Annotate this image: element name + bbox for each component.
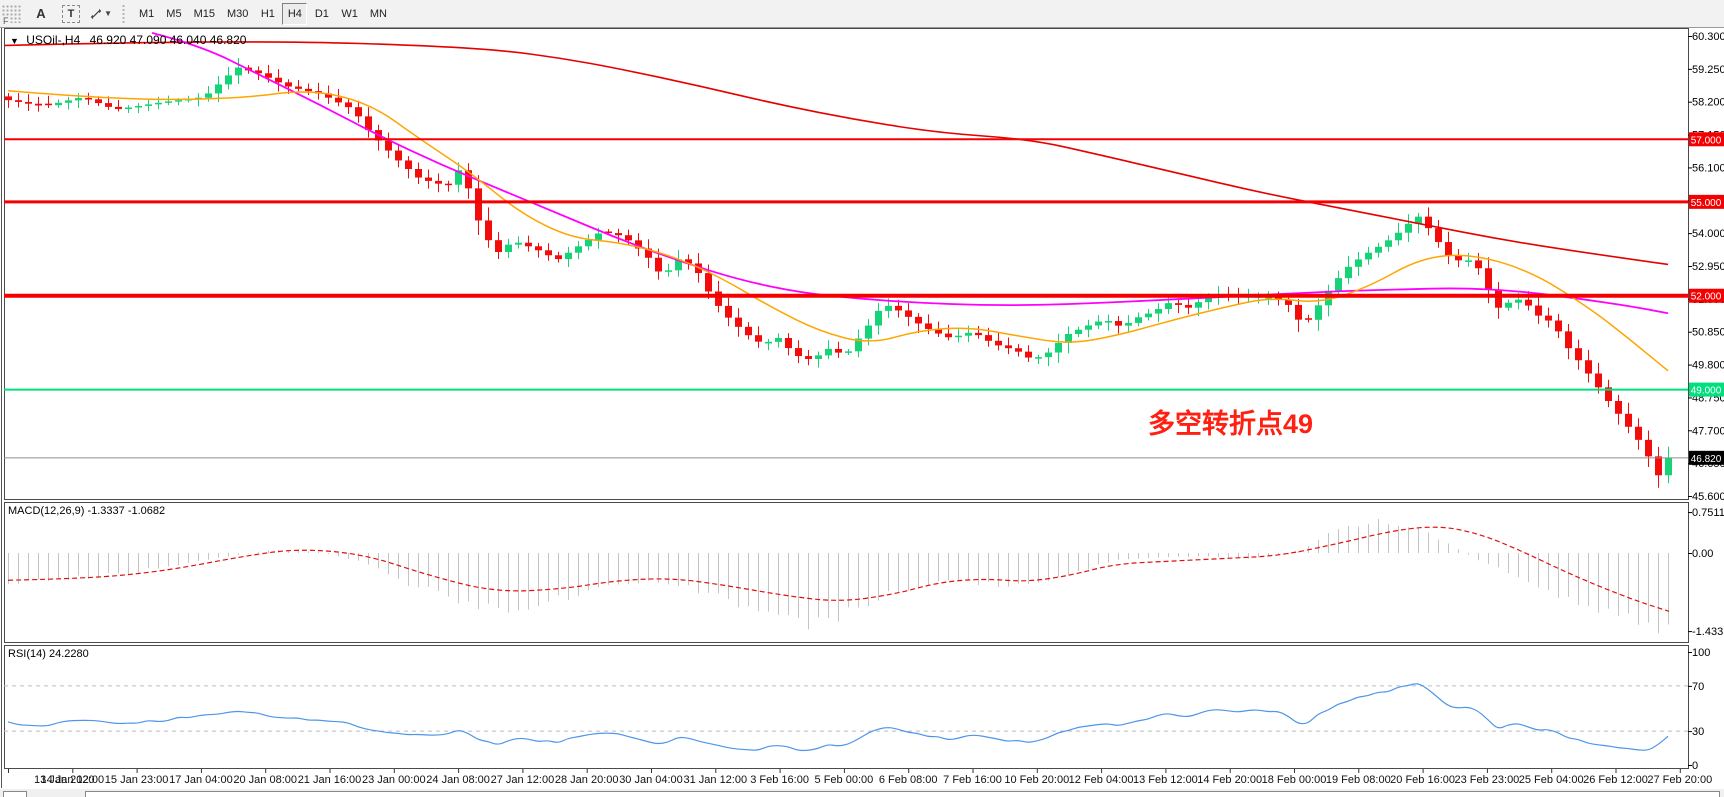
- svg-text:27 Jan 12:00: 27 Jan 12:00: [491, 774, 555, 786]
- timeframe-mn-button[interactable]: MN: [365, 3, 392, 25]
- dropdown-caret-icon[interactable]: ▼: [104, 9, 112, 18]
- svg-text:54.000: 54.000: [1692, 228, 1724, 240]
- svg-text:0: 0: [1692, 760, 1698, 772]
- svg-text:26 Feb 12:00: 26 Feb 12:00: [1583, 774, 1648, 786]
- timeframe-m5-button[interactable]: M5: [161, 3, 186, 25]
- timeframe-w1-button[interactable]: W1: [336, 3, 363, 25]
- toolbar: F A T ▼ M1 M5 M15 M30 H1 H4 D1 W1 MN: [0, 0, 1724, 28]
- toolbar-grip-icon[interactable]: F: [2, 4, 22, 26]
- svg-text:19 Feb 08:00: 19 Feb 08:00: [1326, 774, 1391, 786]
- svg-text:46.820: 46.820: [1691, 454, 1722, 465]
- svg-text:-1.433: -1.433: [1692, 626, 1723, 638]
- svg-text:20 Feb 16:00: 20 Feb 16:00: [1390, 774, 1455, 786]
- svg-text:17 Jan 04:00: 17 Jan 04:00: [169, 774, 233, 786]
- svg-text:55.000: 55.000: [1691, 198, 1722, 209]
- svg-text:52.950: 52.950: [1692, 261, 1724, 273]
- timeframe-m1-button[interactable]: M1: [134, 3, 159, 25]
- svg-text:60.300: 60.300: [1692, 31, 1724, 43]
- svg-text:24 Jan 08:00: 24 Jan 08:00: [426, 774, 490, 786]
- timeframe-m30-button[interactable]: M30: [222, 3, 253, 25]
- arrows-object-tool-icon[interactable]: ▼: [90, 4, 112, 24]
- svg-text:49.000: 49.000: [1691, 386, 1722, 397]
- svg-text:0.7511: 0.7511: [1692, 507, 1724, 519]
- svg-text:50.850: 50.850: [1692, 327, 1724, 339]
- text-tool-glyph: T: [62, 4, 80, 23]
- diagonal-arrows-icon: [90, 8, 102, 19]
- text-label-tool-icon[interactable]: A: [36, 6, 46, 21]
- svg-text:14 Jan 12:00: 14 Jan 12:00: [40, 774, 104, 786]
- chart-text-annotation[interactable]: 多空转折点49: [1148, 409, 1314, 439]
- toolbar-separator: [122, 3, 127, 24]
- svg-text:3 Feb 16:00: 3 Feb 16:00: [750, 774, 809, 786]
- grip-letter: F: [2, 15, 10, 26]
- rsi-indicator-label: RSI(14) 24.2280: [8, 648, 89, 660]
- price-scale[interactable]: [1689, 28, 1724, 768]
- svg-text:7 Feb 16:00: 7 Feb 16:00: [943, 774, 1002, 786]
- svg-text:100: 100: [1692, 647, 1710, 659]
- svg-text:27 Feb 20:00: 27 Feb 20:00: [1647, 774, 1712, 786]
- svg-text:12 Feb 04:00: 12 Feb 04:00: [1069, 774, 1134, 786]
- svg-text:56.100: 56.100: [1692, 162, 1724, 174]
- timeframe-h4-button[interactable]: H4: [282, 2, 308, 25]
- svg-text:49.800: 49.800: [1692, 360, 1724, 372]
- text-tool-icon[interactable]: T: [60, 4, 82, 24]
- svg-text:28 Jan 20:00: 28 Jan 20:00: [555, 774, 619, 786]
- chart-tab-stub[interactable]: [3, 791, 27, 797]
- timeframe-d1-button[interactable]: D1: [309, 3, 334, 25]
- svg-text:30 Jan 04:00: 30 Jan 04:00: [619, 774, 683, 786]
- svg-text:23 Jan 00:00: 23 Jan 00:00: [362, 774, 426, 786]
- symbol-ohlc: 46.920 47.090 46.040 46.820: [89, 33, 247, 47]
- svg-text:59.250: 59.250: [1692, 64, 1724, 76]
- svg-text:15 Jan 23:00: 15 Jan 23:00: [105, 774, 169, 786]
- macd-indicator-label: MACD(12,26,9) -1.3337 -1.0682: [8, 505, 166, 517]
- chart-tab-active[interactable]: [85, 791, 1720, 797]
- svg-text:6 Feb 08:00: 6 Feb 08:00: [879, 774, 938, 786]
- svg-text:5 Feb 00:00: 5 Feb 00:00: [815, 774, 874, 786]
- time-axis[interactable]: [4, 770, 1688, 788]
- svg-text:57.000: 57.000: [1691, 135, 1722, 146]
- svg-text:25 Feb 04:00: 25 Feb 04:00: [1519, 774, 1584, 786]
- chart-tab-bar: [0, 788, 1724, 797]
- svg-text:70: 70: [1692, 681, 1704, 693]
- svg-text:58.200: 58.200: [1692, 97, 1724, 109]
- svg-text:23 Feb 23:00: 23 Feb 23:00: [1454, 774, 1519, 786]
- svg-text:18 Feb 00:00: 18 Feb 00:00: [1262, 774, 1327, 786]
- chart-symbol-title: ▼ USOil-,H4 46.920 47.090 46.040 46.820: [10, 33, 246, 47]
- svg-text:52.000: 52.000: [1691, 292, 1722, 303]
- symbol-dropdown-icon[interactable]: ▼: [10, 36, 19, 46]
- timeframe-h1-button[interactable]: H1: [255, 3, 280, 25]
- svg-text:14 Feb 20:00: 14 Feb 20:00: [1197, 774, 1262, 786]
- svg-text:20 Jan 08:00: 20 Jan 08:00: [233, 774, 297, 786]
- svg-text:31 Jan 12:00: 31 Jan 12:00: [683, 774, 747, 786]
- svg-text:13 Jan 2020: 13 Jan 2020: [34, 774, 95, 786]
- svg-text:0.00: 0.00: [1692, 548, 1713, 560]
- timeframe-m15-button[interactable]: M15: [189, 3, 220, 25]
- svg-text:30: 30: [1692, 726, 1704, 738]
- symbol-period: USOil-,H4: [26, 33, 81, 47]
- svg-text:47.700: 47.700: [1692, 425, 1724, 437]
- svg-text:21 Jan 16:00: 21 Jan 16:00: [298, 774, 362, 786]
- svg-text:45.600: 45.600: [1692, 491, 1724, 503]
- svg-text:10 Feb 20:00: 10 Feb 20:00: [1004, 774, 1069, 786]
- svg-text:13 Feb 12:00: 13 Feb 12:00: [1133, 774, 1198, 786]
